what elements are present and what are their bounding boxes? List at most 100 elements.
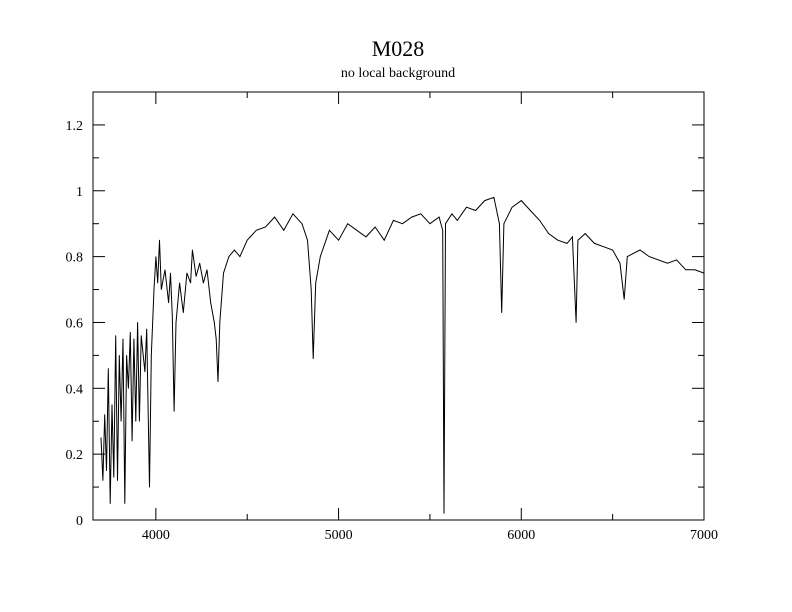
data-point (223, 272, 224, 274)
data-point (195, 275, 197, 277)
data-point (584, 233, 586, 234)
data-point (411, 216, 413, 218)
x-tick-label: 7000 (690, 528, 718, 543)
data-point (703, 272, 705, 274)
data-point (255, 229, 257, 231)
data-point (648, 256, 650, 258)
data-point (274, 216, 276, 218)
data-point (466, 206, 467, 208)
data-point (210, 302, 212, 304)
data-point (539, 220, 540, 221)
data-point (501, 312, 503, 313)
chart-subtitle: no local background (341, 66, 455, 81)
data-point (190, 282, 191, 284)
y-tick-label: 0.8 (66, 251, 84, 266)
data-point (199, 262, 201, 264)
data-point (283, 229, 285, 231)
data-point (475, 210, 477, 211)
series-line-spectrum (100, 196, 705, 514)
x-tick-label: 4000 (142, 528, 170, 543)
data-point (639, 249, 641, 251)
data-point (191, 249, 193, 251)
y-tick-label: 0.6 (66, 316, 84, 331)
data-point (548, 233, 550, 234)
data-point (530, 210, 531, 211)
data-point (168, 302, 170, 304)
data-point (117, 480, 118, 481)
data-point (307, 239, 308, 241)
data-point (329, 229, 330, 231)
data-point (694, 269, 696, 271)
data-point (100, 437, 102, 439)
data-point (315, 282, 317, 284)
data-point (301, 223, 303, 225)
data-point (557, 239, 559, 241)
data-point (213, 322, 215, 323)
data-point (107, 368, 109, 369)
data-point (160, 289, 162, 290)
data-point (144, 371, 146, 373)
data-point (149, 486, 150, 488)
y-tick-label: 0 (76, 514, 83, 529)
data-point (239, 256, 241, 258)
data-point (104, 414, 106, 416)
data-point (137, 322, 138, 323)
data-point (179, 282, 181, 284)
data-point (402, 223, 403, 225)
data-point (420, 213, 422, 215)
data-point (113, 476, 115, 478)
data-point (124, 503, 126, 504)
data-point (503, 223, 505, 225)
data-point (171, 315, 173, 317)
data-point (133, 338, 135, 340)
data-point (102, 480, 104, 481)
data-point (155, 256, 157, 258)
data-point (228, 256, 230, 258)
data-point (338, 239, 339, 241)
data-point (153, 289, 155, 290)
data-point (484, 200, 486, 202)
data-point (234, 249, 235, 251)
data-point (217, 381, 219, 383)
data-point (129, 331, 131, 333)
data-point (164, 269, 166, 271)
data-point (312, 358, 314, 360)
data-point (429, 223, 431, 225)
data-point (374, 226, 376, 228)
data-point (175, 322, 177, 323)
data-point (612, 249, 614, 251)
data-point (122, 338, 124, 340)
data-point (140, 335, 142, 337)
data-point (150, 354, 152, 356)
data-point (215, 338, 217, 340)
data-point (186, 272, 188, 274)
data-point (575, 322, 577, 323)
data-point (623, 299, 625, 300)
data-point (170, 272, 171, 274)
data-point (493, 196, 495, 198)
plot-frame (92, 91, 705, 521)
data-point (593, 243, 595, 244)
data-point (619, 262, 621, 264)
data-point (511, 206, 513, 208)
data-point (443, 513, 445, 514)
data-point (445, 223, 446, 225)
data-point (135, 420, 137, 422)
y-tick-label: 1 (76, 185, 83, 200)
data-point (157, 282, 159, 284)
data-point (118, 354, 120, 356)
data-point (451, 213, 453, 215)
data-point (667, 262, 668, 264)
data-point (173, 410, 175, 412)
data-point (292, 213, 294, 215)
data-point (438, 216, 440, 218)
data-point (383, 239, 385, 241)
data-point (131, 440, 133, 442)
data-point (265, 226, 266, 228)
data-point (626, 256, 628, 258)
data-point (106, 470, 107, 472)
data-point (111, 404, 113, 406)
data-point (347, 223, 349, 225)
x-tick-label: 5000 (325, 528, 353, 543)
